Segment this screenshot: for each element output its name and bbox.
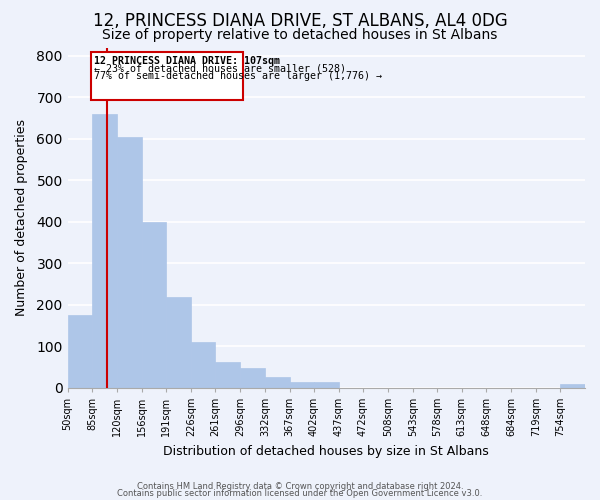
Bar (240, 368, 265, 388)
Bar (116, 136, 142, 388)
Y-axis label: Number of detached properties: Number of detached properties (15, 119, 28, 316)
Bar (560, 384, 585, 388)
Bar (191, 342, 215, 388)
Bar (92, 114, 116, 388)
Bar (290, 382, 314, 388)
Text: 12 PRINCESS DIANA DRIVE: 107sqm: 12 PRINCESS DIANA DRIVE: 107sqm (94, 56, 280, 66)
Text: 12, PRINCESS DIANA DRIVE, ST ALBANS, AL4 0DG: 12, PRINCESS DIANA DRIVE, ST ALBANS, AL4… (92, 12, 508, 30)
Bar (142, 222, 166, 388)
Text: 77% of semi-detached houses are larger (1,776) →: 77% of semi-detached houses are larger (… (94, 70, 382, 81)
Bar (166, 298, 191, 388)
Text: Size of property relative to detached houses in St Albans: Size of property relative to detached ho… (103, 28, 497, 42)
Text: Contains public sector information licensed under the Open Government Licence v3: Contains public sector information licen… (118, 489, 482, 498)
Bar (68, 315, 92, 388)
Bar (215, 362, 240, 388)
Text: Contains HM Land Registry data © Crown copyright and database right 2024.: Contains HM Land Registry data © Crown c… (137, 482, 463, 491)
Text: ← 23% of detached houses are smaller (528): ← 23% of detached houses are smaller (52… (94, 64, 346, 74)
Bar (314, 382, 338, 388)
Bar (91, 52, 242, 100)
Bar (265, 378, 290, 388)
X-axis label: Distribution of detached houses by size in St Albans: Distribution of detached houses by size … (163, 444, 489, 458)
